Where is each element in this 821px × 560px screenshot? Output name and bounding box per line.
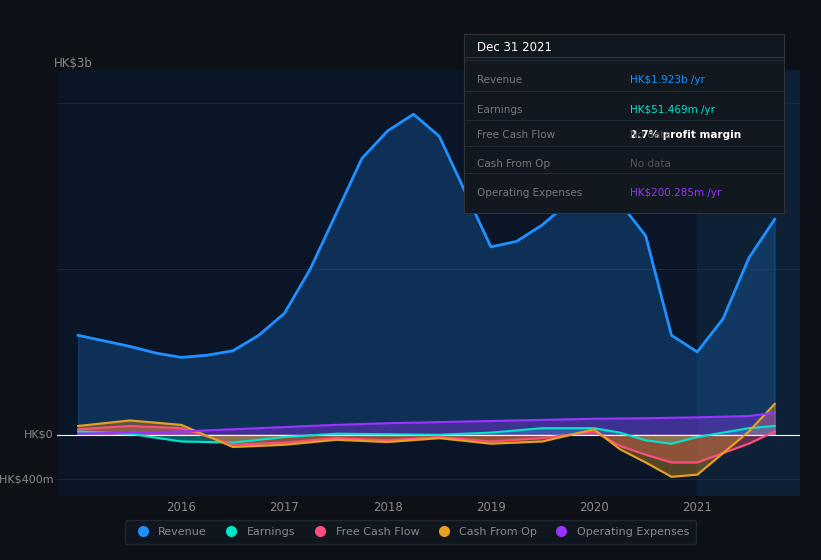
Text: Earnings: Earnings: [477, 105, 522, 115]
Text: No data: No data: [631, 130, 672, 141]
Text: HK$51.469m /yr: HK$51.469m /yr: [631, 105, 715, 115]
Text: Dec 31 2021: Dec 31 2021: [477, 41, 552, 54]
Text: Operating Expenses: Operating Expenses: [477, 188, 582, 198]
Text: HK$3b: HK$3b: [53, 57, 93, 70]
Text: No data: No data: [631, 159, 672, 169]
Text: Revenue: Revenue: [477, 75, 522, 85]
Text: HK$1.923b /yr: HK$1.923b /yr: [631, 75, 705, 85]
Text: -HK$400m: -HK$400m: [0, 474, 53, 484]
Bar: [697, 70, 800, 496]
Text: Cash From Op: Cash From Op: [477, 159, 550, 169]
Text: Free Cash Flow: Free Cash Flow: [477, 130, 555, 141]
Text: HK$200.285m /yr: HK$200.285m /yr: [631, 188, 722, 198]
FancyBboxPatch shape: [464, 34, 784, 213]
Text: 2.7% profit margin: 2.7% profit margin: [631, 130, 741, 141]
Legend: Revenue, Earnings, Free Cash Flow, Cash From Op, Operating Expenses: Revenue, Earnings, Free Cash Flow, Cash …: [125, 520, 696, 544]
Text: HK$0: HK$0: [24, 430, 53, 440]
